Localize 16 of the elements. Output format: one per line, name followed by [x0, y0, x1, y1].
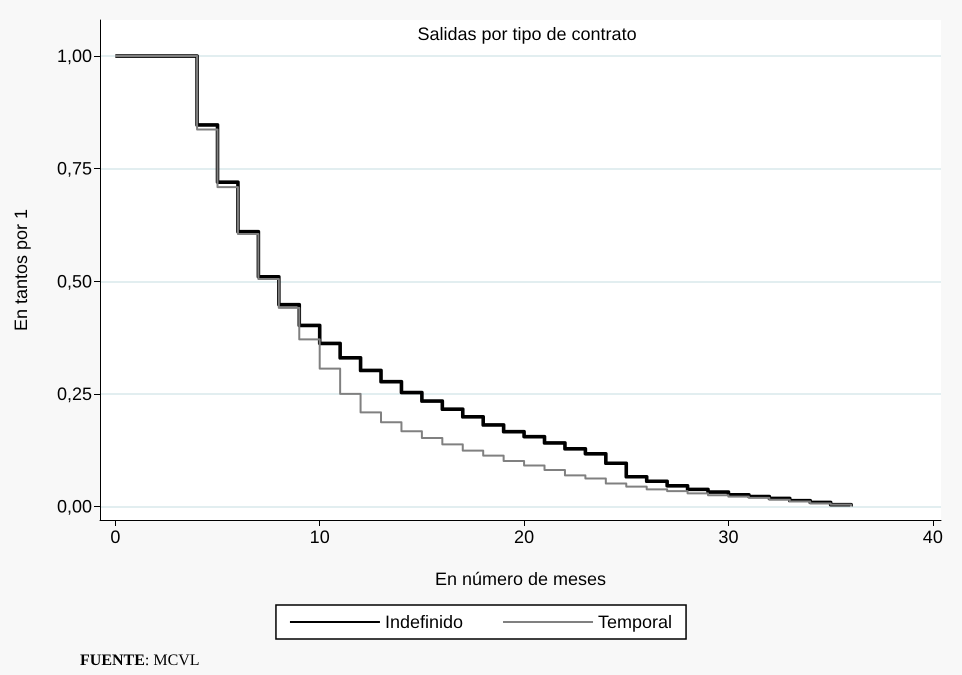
legend-label: Temporal — [598, 612, 672, 632]
y-axis-title: En tantos por 1 — [11, 208, 31, 332]
y-tick-label: 0,00 — [56, 496, 92, 516]
y-tick-label: 0,25 — [56, 384, 92, 404]
x-tick-label: 40 — [922, 527, 943, 547]
x-axis-title: En número de meses — [434, 569, 606, 589]
legend-label: Indefinido — [384, 612, 464, 632]
y-tick-label: 1,00 — [56, 46, 92, 66]
x-tick-label: 0 — [110, 527, 120, 547]
chart-title: Salidas por tipo de contrato — [417, 24, 637, 44]
y-tick-label: 0,75 — [56, 158, 92, 179]
x-tick-label: 30 — [718, 527, 738, 547]
source-note: FUENTE: MCVL — [80, 652, 200, 670]
x-tick-label: 20 — [514, 527, 534, 547]
y-tick-label: 0,50 — [56, 271, 92, 292]
x-tick-label: 10 — [310, 527, 330, 547]
